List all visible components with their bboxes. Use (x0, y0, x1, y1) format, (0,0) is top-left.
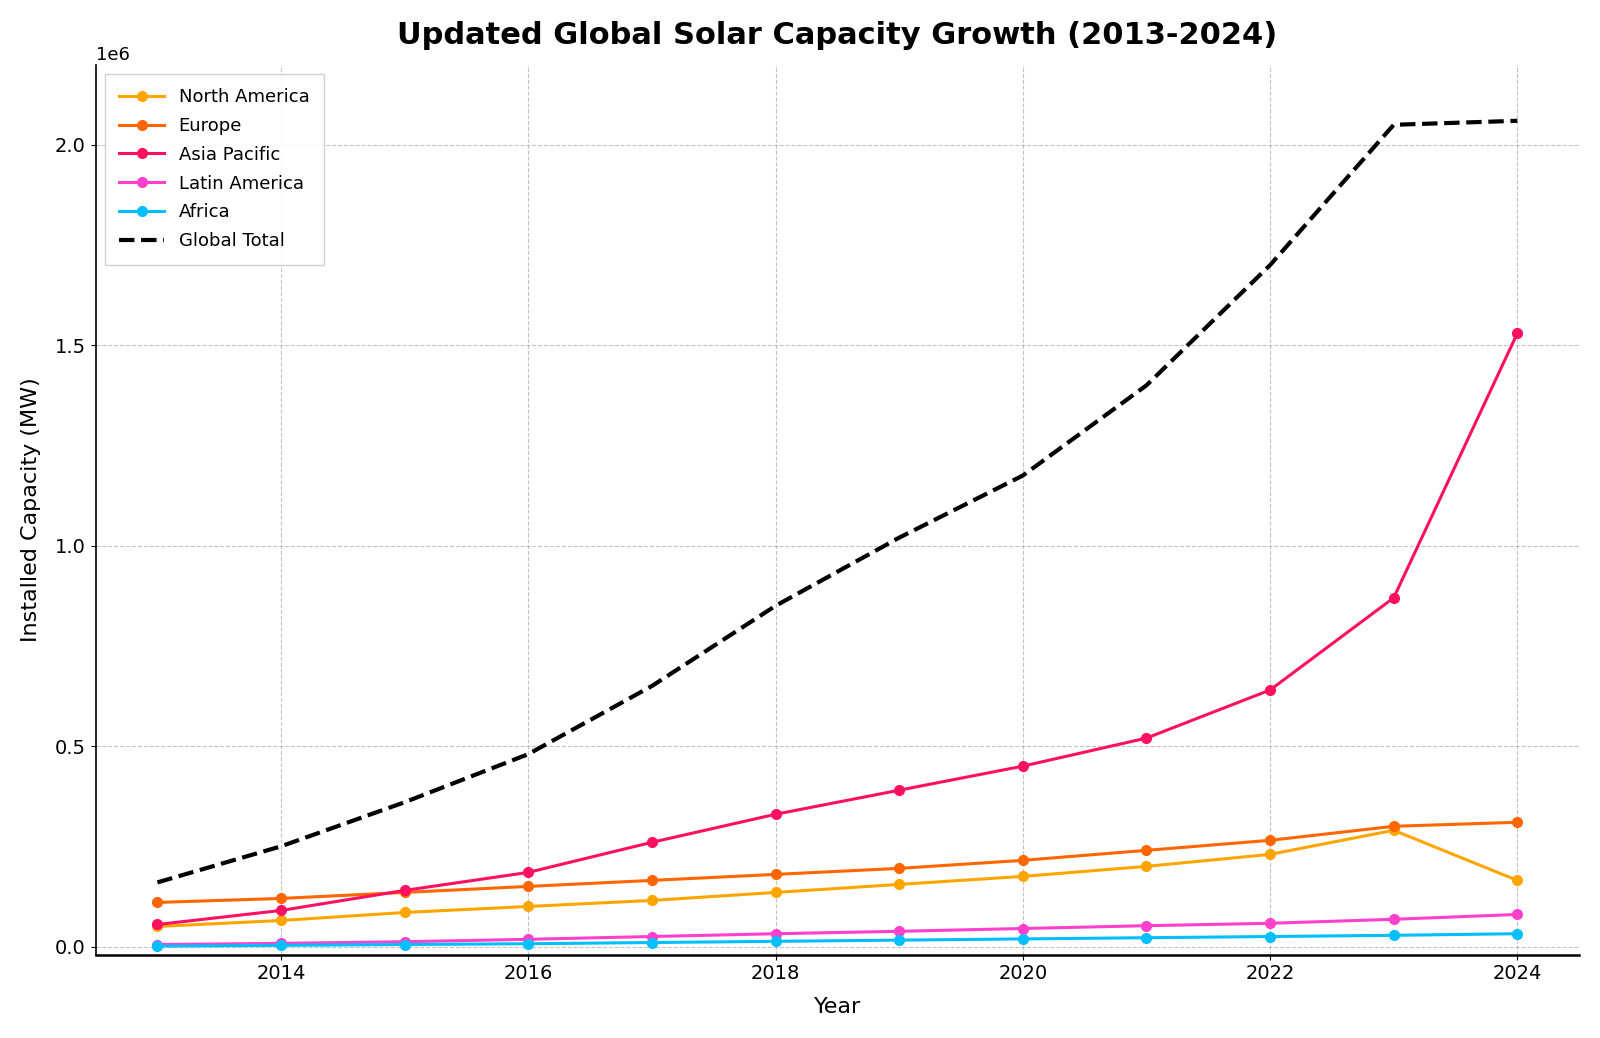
Asia Pacific (147, 919, 166, 931)
Latin America (642, 930, 661, 943)
Line: Latin America: Latin America (152, 909, 1522, 950)
Europe (1138, 844, 1157, 856)
Latin America (766, 928, 786, 940)
Africa (1384, 929, 1403, 941)
Africa (890, 934, 909, 947)
North America (1261, 848, 1280, 861)
Global Total (272, 840, 291, 852)
Line: Asia Pacific: Asia Pacific (152, 328, 1522, 929)
Asia Pacific (272, 904, 291, 917)
Asia Pacific (1507, 327, 1526, 339)
North America (1013, 870, 1032, 882)
Asia Pacific (1138, 732, 1157, 744)
Africa (642, 936, 661, 949)
Latin America (272, 937, 291, 950)
Global Total (1384, 118, 1403, 131)
North America (147, 921, 166, 933)
Europe (1507, 816, 1526, 828)
North America (272, 914, 291, 927)
North America (766, 886, 786, 899)
Asia Pacific (395, 884, 414, 897)
Global Total (395, 796, 414, 809)
Europe (395, 886, 414, 899)
Africa (395, 938, 414, 951)
Latin America (1013, 923, 1032, 935)
Europe (518, 880, 538, 893)
Africa (272, 939, 291, 952)
X-axis label: Year: Year (814, 998, 861, 1017)
Europe (642, 874, 661, 886)
Line: Global Total: Global Total (157, 120, 1517, 882)
Europe (1261, 835, 1280, 847)
Asia Pacific (1384, 592, 1403, 604)
Line: Africa: Africa (152, 929, 1522, 951)
North America (1507, 874, 1526, 886)
Asia Pacific (766, 808, 786, 820)
Global Total (766, 600, 786, 612)
Latin America (1261, 917, 1280, 929)
Asia Pacific (1013, 760, 1032, 772)
Africa (147, 940, 166, 953)
Africa (1138, 931, 1157, 944)
Latin America (1507, 908, 1526, 921)
Africa (766, 935, 786, 948)
Asia Pacific (1261, 684, 1280, 696)
Latin America (518, 933, 538, 946)
Line: Europe: Europe (152, 817, 1522, 907)
Africa (1261, 930, 1280, 943)
Global Total (1138, 379, 1157, 391)
Europe (890, 863, 909, 875)
Asia Pacific (890, 784, 909, 796)
Line: North America: North America (152, 825, 1522, 931)
Europe (766, 868, 786, 880)
North America (395, 906, 414, 919)
North America (642, 894, 661, 906)
Asia Pacific (642, 836, 661, 848)
Global Total (1261, 258, 1280, 271)
Global Total (518, 748, 538, 761)
Global Total (147, 876, 166, 889)
North America (1384, 824, 1403, 837)
Y-axis label: Installed Capacity (MW): Installed Capacity (MW) (21, 377, 42, 641)
Africa (518, 937, 538, 950)
Global Total (1013, 469, 1032, 482)
Latin America (890, 925, 909, 937)
Global Total (1507, 114, 1526, 127)
Europe (1013, 854, 1032, 867)
Latin America (1384, 913, 1403, 926)
Latin America (147, 938, 166, 951)
Europe (147, 896, 166, 908)
Asia Pacific (518, 866, 538, 878)
North America (1138, 861, 1157, 873)
Africa (1507, 928, 1526, 940)
Africa (1013, 933, 1032, 946)
Latin America (1138, 920, 1157, 932)
Global Total (642, 680, 661, 692)
Title: Updated Global Solar Capacity Growth (2013-2024): Updated Global Solar Capacity Growth (20… (397, 21, 1277, 50)
Europe (272, 893, 291, 905)
Global Total (890, 531, 909, 544)
Europe (1384, 820, 1403, 832)
Latin America (395, 935, 414, 948)
Legend: North America, Europe, Asia Pacific, Latin America, Africa, Global Total: North America, Europe, Asia Pacific, Lat… (104, 74, 323, 265)
North America (518, 900, 538, 912)
North America (890, 878, 909, 891)
